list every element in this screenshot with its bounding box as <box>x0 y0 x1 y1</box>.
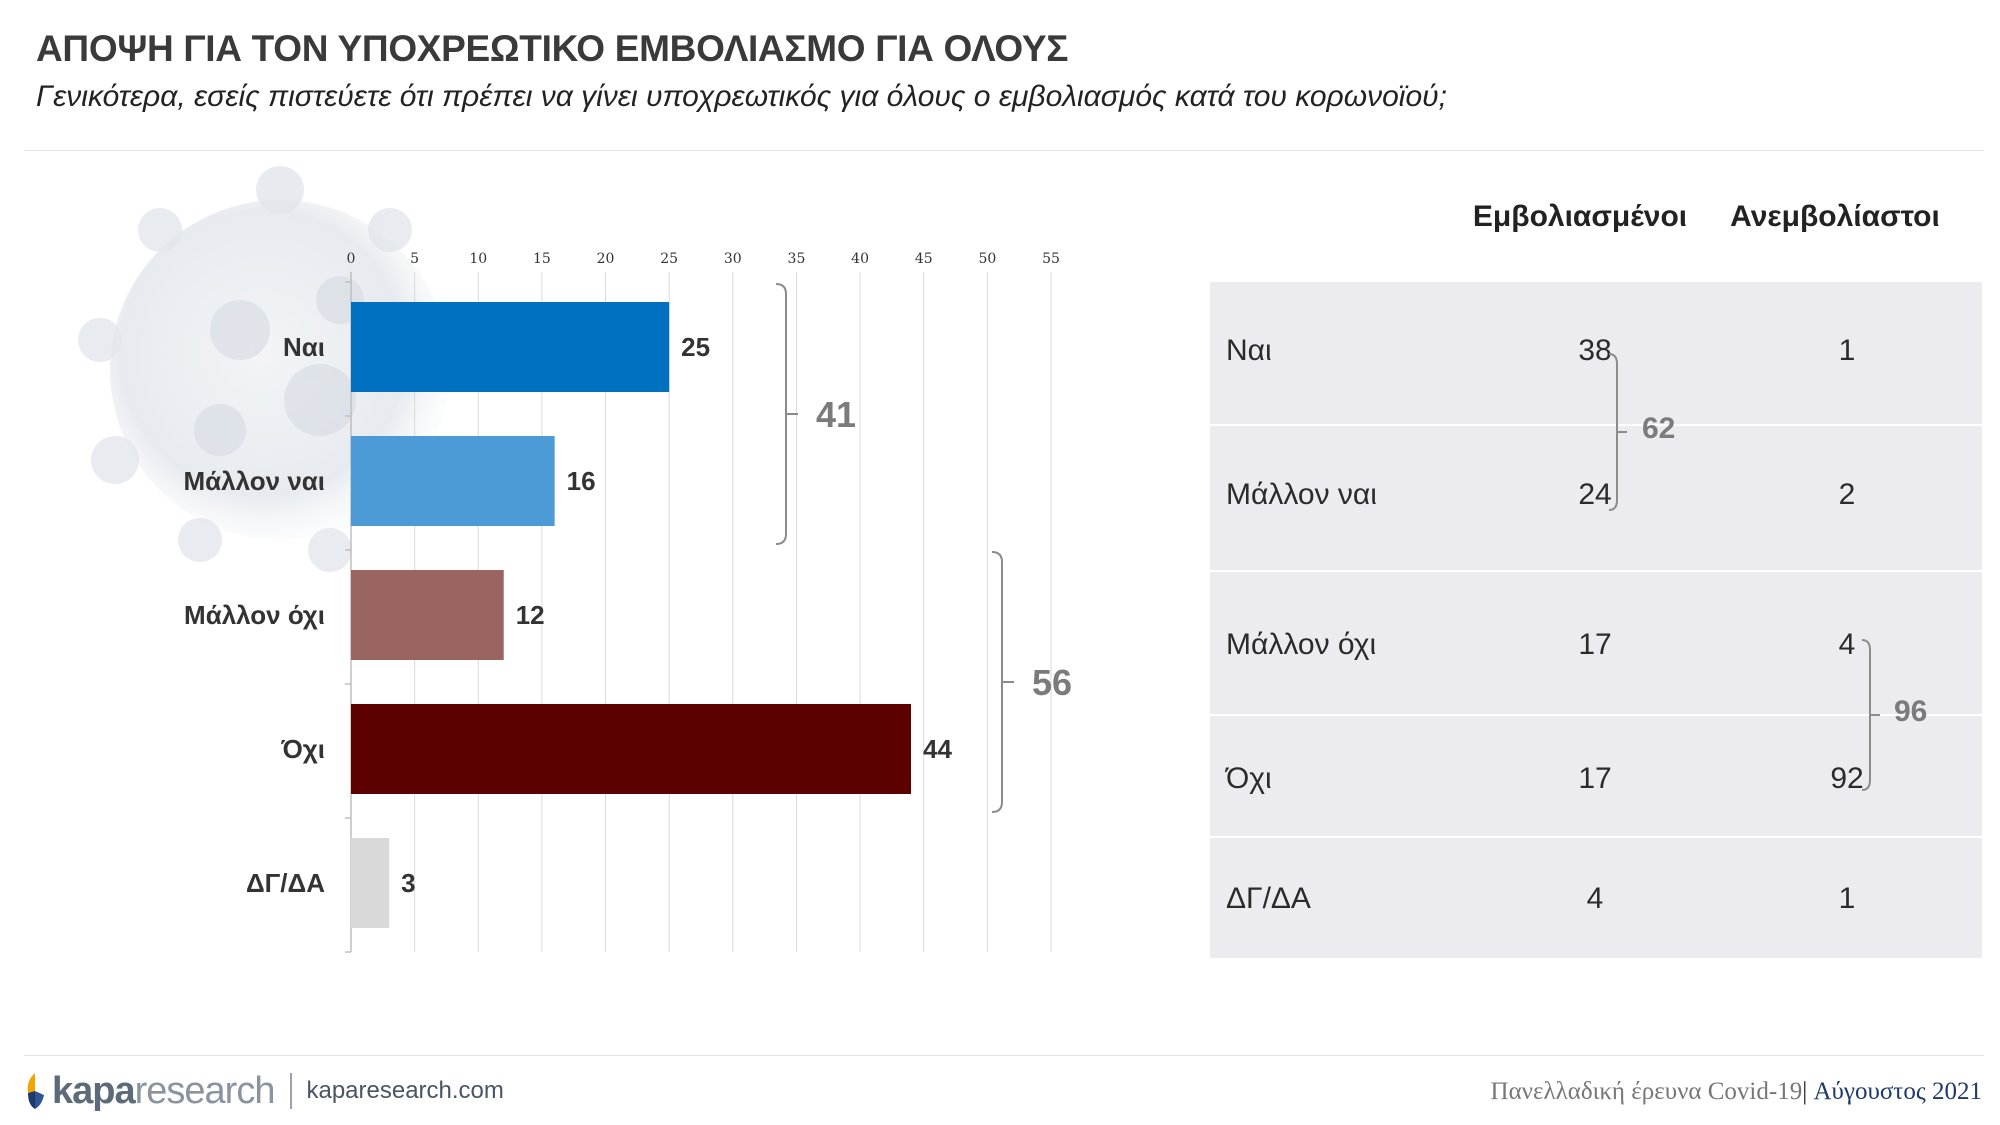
bar <box>351 302 670 392</box>
page-title: ΑΠΟΨΗ ΓΙΑ ΤΟΝ ΥΠΟΧΡΕΩΤΙΚΟ ΕΜΒΟΛΙΑΣΜΟ ΓΙΑ… <box>36 28 1069 69</box>
website-link[interactable]: kaparesearch.com <box>306 1077 504 1104</box>
x-tick-label: 35 <box>788 251 806 267</box>
results-table: Ναι 38 1 Μάλλον ναι 24 2 Μάλλον όχι 17 4… <box>1210 282 1982 960</box>
category-label: Μάλλον ναι <box>184 466 325 496</box>
bar <box>351 570 504 660</box>
chart-category-labels: Ναι Μάλλον ναι Μάλλον όχι Όχι ΔΓ/ΔΑ <box>184 332 326 898</box>
x-tick-label: 0 <box>347 251 356 267</box>
x-tick-label: 5 <box>410 251 419 267</box>
table-row: Ναι 38 1 <box>1210 282 1982 424</box>
group-total-label: 56 <box>1032 662 1072 703</box>
unvaccinated-value: 4 <box>1838 628 1856 661</box>
vaccinated-value: 17 <box>1578 628 1612 661</box>
row-label: Μάλλον όχι <box>1226 628 1377 661</box>
unvaccinated-no-total: 96 <box>1894 695 1928 728</box>
vaccinated-value: 4 <box>1586 882 1604 915</box>
logo-divider <box>290 1073 293 1109</box>
vaccinated-value: 38 <box>1578 334 1612 367</box>
value-label: 16 <box>567 466 596 496</box>
chart-group-braces: 41 56 <box>775 283 1072 813</box>
logo-text-research: research <box>134 1069 276 1112</box>
group-brace <box>775 283 787 545</box>
table-row: ΔΓ/ΔΑ 4 1 <box>1210 838 1982 958</box>
x-tick-label: 45 <box>915 251 933 267</box>
bar <box>351 704 911 794</box>
survey-name: Πανελλαδική έρευνα Covid-19 <box>1490 1078 1803 1105</box>
table-row: Όχι 17 92 <box>1210 716 1982 836</box>
survey-info: Πανελλαδική έρευνα Covid-19| Αύγουστος 2… <box>1491 1078 1982 1106</box>
x-tick-label: 55 <box>1042 251 1060 267</box>
x-tick-label: 20 <box>597 251 615 267</box>
vaccinated-value: 24 <box>1578 478 1612 511</box>
unvaccinated-value: 2 <box>1838 478 1856 511</box>
bar-chart: 0 5 10 15 20 25 30 35 40 45 50 55 Ναι Μάλλον ναι Μάλλ… <box>184 251 1072 953</box>
column-header-unvaccinated: Ανεμβολίαστοι <box>1730 200 1940 233</box>
header-divider <box>24 150 1984 151</box>
value-label: 25 <box>681 332 710 362</box>
unvaccinated-value: 92 <box>1830 762 1864 795</box>
chart-bars <box>351 302 911 928</box>
x-tick-label: 30 <box>724 251 742 267</box>
chart-value-labels: 25 16 12 44 3 <box>401 332 952 898</box>
category-label: ΔΓ/ΔΑ <box>246 868 325 898</box>
row-label: Μάλλον ναι <box>1226 478 1377 511</box>
row-label: Όχι <box>1226 762 1272 795</box>
x-tick-label: 10 <box>469 251 487 267</box>
vaccinated-value: 17 <box>1578 762 1612 795</box>
value-label: 12 <box>516 600 545 630</box>
chart-x-tick-labels: 0 5 10 15 20 25 30 35 40 45 50 55 <box>347 251 1060 267</box>
footer-divider <box>24 1055 1984 1056</box>
column-header-vaccinated: Εμβολιασμένοι <box>1472 200 1688 233</box>
category-label: Όχι <box>280 734 325 764</box>
row-label: ΔΓ/ΔΑ <box>1226 882 1311 915</box>
survey-date: Αύγουστος 2021 <box>1813 1078 1982 1105</box>
value-label: 44 <box>923 734 952 764</box>
unvaccinated-value: 1 <box>1838 334 1856 367</box>
bar <box>351 436 555 526</box>
row-label: Ναι <box>1226 334 1272 367</box>
unvaccinated-no-brace <box>1861 639 1880 791</box>
category-label: Ναι <box>283 332 325 362</box>
group-total-label: 41 <box>816 394 856 435</box>
table-row: Μάλλον όχι 17 4 <box>1210 572 1982 714</box>
footer-logo: kapa research kaparesearch.com <box>24 1068 504 1114</box>
group-brace <box>991 551 1003 813</box>
bar <box>351 838 390 928</box>
x-tick-label: 25 <box>660 251 678 267</box>
table-row: Μάλλον ναι 24 2 <box>1210 426 1982 570</box>
page-subtitle: Γενικότερα, εσείς πιστεύετε ότι πρέπει ν… <box>36 80 1447 113</box>
x-tick-label: 15 <box>533 251 551 267</box>
vaccinated-yes-brace <box>1608 353 1627 511</box>
survey-separator: | <box>1802 1078 1808 1105</box>
unvaccinated-value: 1 <box>1838 882 1856 915</box>
vaccinated-yes-total: 62 <box>1642 412 1676 445</box>
x-tick-label: 40 <box>851 251 869 267</box>
x-tick-label: 50 <box>978 251 996 267</box>
logo-text-kapa: kapa <box>52 1069 136 1112</box>
kapa-logo-mark-icon <box>27 1073 44 1109</box>
value-label: 3 <box>401 868 415 898</box>
category-label: Μάλλον όχι <box>184 600 325 630</box>
